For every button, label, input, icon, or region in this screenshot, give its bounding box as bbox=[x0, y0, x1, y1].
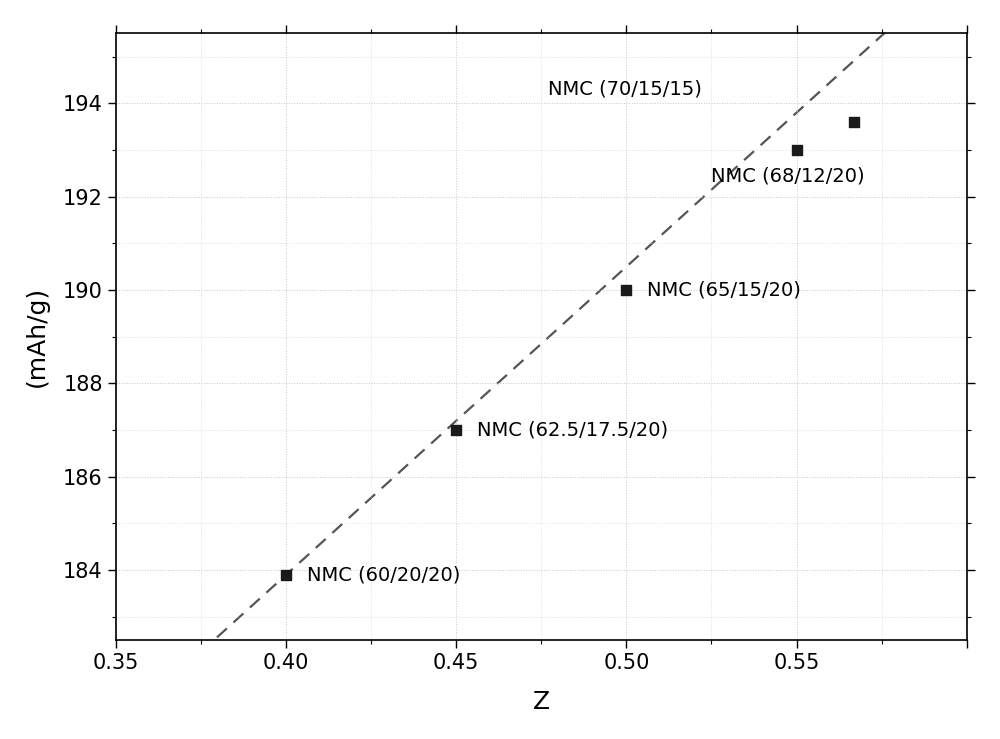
Point bbox=[618, 285, 634, 296]
Text: NMC (60/20/20): NMC (60/20/20) bbox=[307, 565, 460, 585]
Point bbox=[789, 144, 805, 156]
Text: NMC (62.5/17.5/20): NMC (62.5/17.5/20) bbox=[477, 420, 668, 440]
Text: NMC (65/15/20): NMC (65/15/20) bbox=[647, 281, 801, 299]
X-axis label: Z: Z bbox=[533, 690, 550, 714]
Point bbox=[278, 569, 294, 581]
Point bbox=[448, 424, 464, 436]
Text: NMC (70/15/15): NMC (70/15/15) bbox=[548, 80, 702, 99]
Text: NMC (68/12/20): NMC (68/12/20) bbox=[711, 166, 865, 185]
Y-axis label: (mAh/g): (mAh/g) bbox=[25, 286, 49, 387]
Point bbox=[846, 116, 862, 128]
